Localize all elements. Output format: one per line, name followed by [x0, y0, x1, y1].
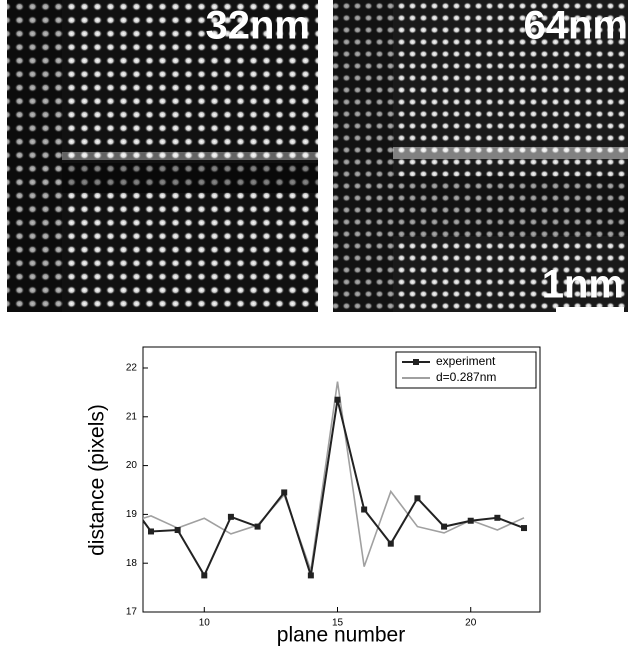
plot-frame: [142, 346, 541, 613]
y-axis-label: distance (pixels): [86, 404, 109, 556]
point: [227, 513, 234, 520]
point: [121, 492, 127, 498]
series-line: [143, 381, 525, 571]
scale-bar: [556, 307, 624, 312]
point: [201, 572, 208, 579]
point: [254, 523, 261, 530]
point: [174, 527, 181, 534]
legend-label: d=0.287nm: [436, 370, 496, 384]
x-tick-label: 15: [332, 618, 344, 629]
x-axis-label: plane number: [277, 624, 405, 647]
y-tick-label: 17: [126, 607, 138, 618]
image-label: 32nm: [206, 4, 311, 48]
legend-box: [395, 351, 537, 389]
legend-marker: [413, 359, 419, 365]
micrograph-2: 64nm 1nm: [333, 0, 628, 312]
point: [361, 506, 368, 513]
point: [441, 523, 448, 530]
legend-label: experiment: [436, 354, 496, 368]
scale-bar-label: 1nm: [542, 263, 624, 307]
x-tick-label: 10: [199, 618, 211, 629]
point: [467, 517, 474, 524]
y-tick-label: 20: [126, 460, 138, 471]
point: [387, 540, 394, 547]
y-tick-label: 19: [126, 509, 138, 520]
point: [147, 528, 154, 535]
point: [307, 572, 314, 579]
x-tick-label: 20: [465, 618, 477, 629]
point: [414, 495, 421, 502]
point: [494, 514, 501, 521]
point: [521, 525, 528, 532]
plot-area: [121, 381, 528, 579]
y-tick-label: 22: [126, 363, 138, 374]
series-line: [143, 399, 525, 578]
point: [334, 396, 341, 403]
point: [281, 489, 288, 496]
image-label: 64nm: [524, 4, 629, 48]
y-tick-label: 21: [126, 411, 138, 422]
y-tick-label: 18: [126, 558, 138, 569]
micrograph-1: 32nm: [7, 0, 318, 312]
